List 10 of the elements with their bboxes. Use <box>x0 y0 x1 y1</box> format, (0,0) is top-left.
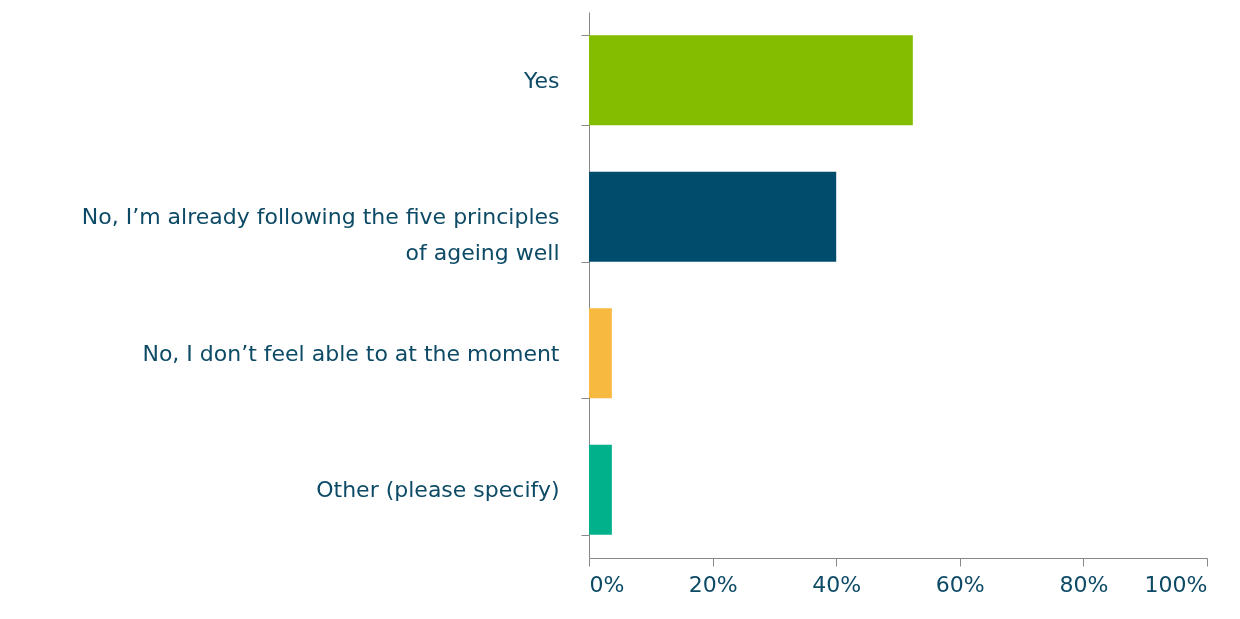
y-tick-label: No, I’m already following the five principles of ageing well <box>81 204 560 266</box>
x-tick-label: 80% <box>1059 571 1109 597</box>
x-tick-label: 100% <box>1144 571 1208 597</box>
x-tick-label: 20% <box>688 571 738 597</box>
x-tick-label: 0% <box>589 571 625 597</box>
y-tick-label: Yes <box>522 67 560 93</box>
x-tick-label: 60% <box>935 571 985 597</box>
y-tick-label: Other (please specify) <box>316 477 560 503</box>
y-tick-label: No, I don’t feel able to at the moment <box>142 340 560 366</box>
x-tick-label: 40% <box>812 571 862 597</box>
